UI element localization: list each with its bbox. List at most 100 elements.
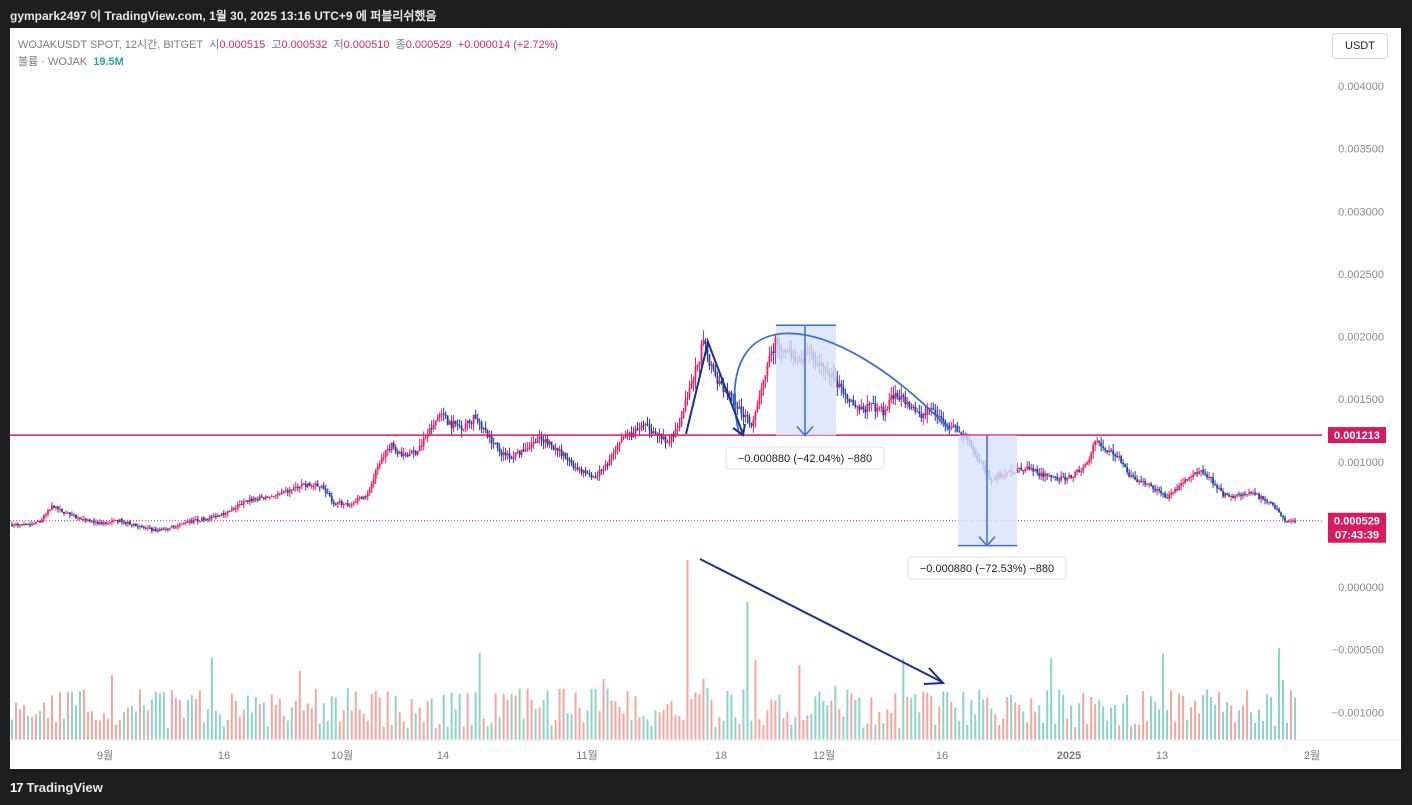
volume-bar [82,689,85,740]
candle-body [856,406,859,408]
candle-body [258,496,261,500]
symbol-name: WOJAKUSDT SPOT, 12시간, BITGET [18,39,204,51]
close-value: 0.000529 [405,39,452,51]
tradingview-logo[interactable]: 17 TradingView [10,780,103,795]
candle-body [33,523,35,525]
candle-body [656,432,659,436]
candle-body [940,415,943,419]
candle-body [1288,521,1290,523]
volume-value: 19.5M [93,56,124,68]
candle-body [142,526,145,529]
candle-body [1042,472,1045,477]
volume-bar [1158,709,1161,740]
volume-bar [178,699,181,740]
volume-bar [1190,707,1193,740]
candle-body [336,502,339,505]
volume-bar [1282,680,1285,740]
candle-body [652,431,655,434]
candle-body [1124,464,1127,468]
candle-body [492,443,495,445]
candle-body [628,432,631,434]
volume-bar [726,690,729,740]
volume-bar [1138,724,1141,740]
candle-body [220,513,223,516]
volume-bar [1038,705,1041,740]
level-price-badge [1328,427,1386,444]
candle-body [133,523,135,526]
candle-body [79,517,81,520]
publish-bar: gympark2497 이 TradingView.com, 1월 30, 20… [0,0,1412,28]
volume-bar [806,715,809,740]
candle-body [852,399,855,405]
candle-body [440,413,443,415]
currency-unit-button[interactable]: USDT [1332,33,1388,59]
candle-body [952,425,955,428]
volume-bar [438,723,441,740]
candle-body [206,518,209,520]
candle-body [1198,471,1200,474]
candle-body [75,514,77,519]
candle-body [1166,497,1168,499]
volume-bar [654,710,657,740]
volume-bar [234,700,237,740]
candle-body [73,514,75,516]
candle-body [1050,475,1053,478]
candle-body [1098,440,1101,443]
candle-body [178,524,181,526]
candle-body [1034,469,1037,472]
candle-body [870,402,873,405]
volume-bar [678,715,681,740]
candle-body [1272,502,1274,506]
volume-bar [330,696,333,740]
candle-body [504,452,507,456]
volume-bar [766,710,769,740]
candle-body [111,520,113,523]
candle-body [944,420,947,425]
candle-body [728,392,731,395]
candle-body [886,408,889,410]
chart-canvas[interactable]: 0.001213 0.000529 07:43:39 −0.000880 (−42.0… [10,28,1401,769]
volume-bar [574,692,577,740]
volume-bar [1194,700,1197,740]
price-tick-label: 0.003500 [1338,144,1384,156]
candle-body [366,493,369,497]
volume-bar [1258,709,1261,740]
volume-bar [70,691,73,740]
volume-bar [506,699,509,740]
candle-body [496,442,499,448]
candle-body [516,451,519,453]
volume-bar [910,697,913,740]
volume-bar [698,694,701,740]
volume-bar [958,720,961,740]
volume-bar [170,690,173,740]
candle-body [712,364,715,370]
candle-body [152,528,155,531]
candle-layer [11,330,1296,534]
volume-bar [42,702,45,740]
volume-bar [402,721,405,740]
candle-body [896,393,899,398]
candle-body [284,490,287,492]
volume-bar [966,724,969,740]
price-tick-label: 0.002500 [1338,269,1384,281]
candle-body [872,402,875,404]
chart-frame[interactable]: 0.001213 0.000529 07:43:39 −0.000880 (−42.0… [10,28,1401,769]
volume-bar [254,697,257,740]
volume-bar [354,691,357,740]
candle-body [500,452,503,456]
candle-body [198,521,201,523]
volume-bar [210,657,213,740]
volume-bar [674,715,677,740]
candle-body [622,437,625,439]
candle-body [770,351,773,356]
volume-bar [462,726,465,740]
candle-body [854,404,857,407]
candle-body [766,364,769,376]
candle-body [452,420,455,428]
candle-body [1184,479,1186,483]
volume-bar [582,722,585,740]
candle-body [1226,493,1228,495]
candle-body [262,497,265,499]
candle-body [282,490,285,494]
candle-body [226,510,229,514]
